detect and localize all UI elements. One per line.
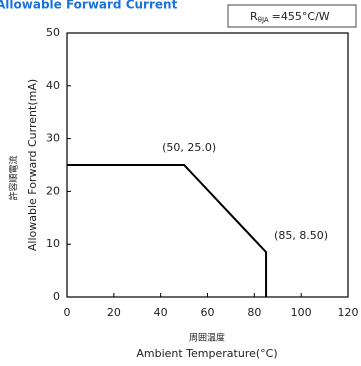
y-tick-label: 40	[46, 79, 60, 92]
x-tick-label: 20	[107, 306, 121, 319]
y-tick-label: 10	[46, 237, 60, 250]
y-label: Allowable Forward Current(mA)	[26, 79, 39, 251]
x-label: Ambient Temperature(°C)	[136, 347, 277, 360]
chart-title: Allowable Forward Current	[0, 0, 178, 12]
x-tick-label: 100	[291, 306, 312, 319]
y-tick-label: 50	[46, 26, 60, 39]
x-tick-label: 0	[64, 306, 71, 319]
x-tick-label: 40	[154, 306, 168, 319]
x-tick-label: 120	[338, 306, 359, 319]
resistance-box	[227, 4, 357, 28]
x-tick-label: 80	[247, 306, 261, 319]
x-tick-label: 60	[201, 306, 215, 319]
line	[67, 164, 268, 297]
subscript: θJA	[258, 16, 269, 24]
y-label-jp: 許容順電流	[8, 155, 20, 200]
annotation: (85, 8.50)	[274, 229, 328, 242]
y-tick-label: 20	[46, 184, 60, 197]
y-tick-label: 0	[53, 290, 60, 303]
y-tick-label: 30	[46, 132, 60, 145]
annotation: (50, 25.0)	[162, 141, 216, 154]
symbol: R	[250, 10, 258, 23]
resistance-value: =455°C/W	[272, 10, 330, 23]
resistance-text: RθJA =455°C/W	[250, 10, 330, 24]
x-label-jp: 周囲温度	[189, 332, 225, 344]
